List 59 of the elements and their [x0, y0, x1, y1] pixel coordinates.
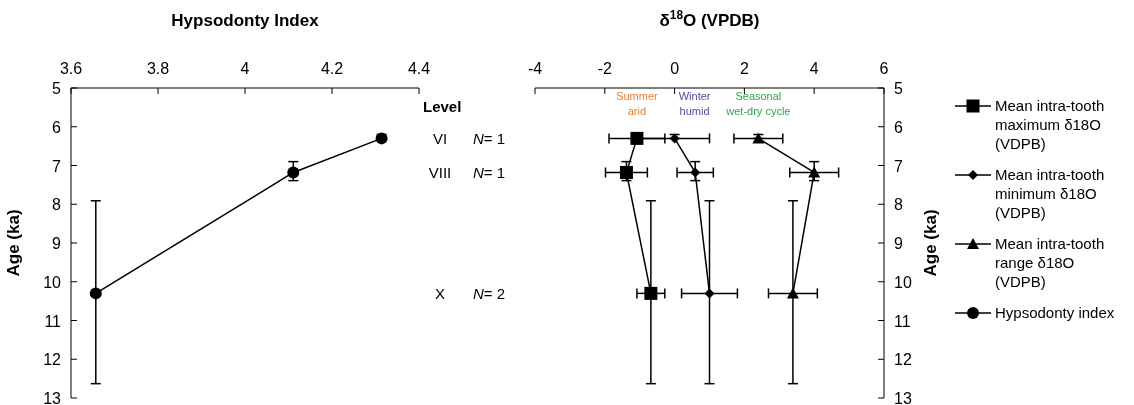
x-tick-label: 2 [739, 60, 749, 77]
point [704, 288, 715, 299]
y-tick-label: 7 [894, 157, 903, 175]
annotation: Winter humid [678, 90, 711, 118]
y-tick-label: 10 [894, 273, 912, 291]
text: X [434, 285, 446, 303]
y-tick-label: 13 [43, 390, 62, 405]
point [375, 132, 388, 145]
x-tick-label: 0 [670, 60, 680, 77]
y-tick-label: 6 [52, 118, 62, 136]
x-axis-title: Hypsodonty Index [171, 11, 320, 30]
x-tick-label: 3.8 [146, 60, 170, 77]
text: N= 1 [473, 130, 506, 148]
y-tick-label: 8 [894, 196, 903, 214]
x-tick-label: -2 [597, 60, 613, 77]
point [644, 286, 658, 300]
y-tick-label: 10 [43, 273, 62, 291]
text: VIII [428, 164, 452, 182]
annotation: Seasonal wet-dry cycle [725, 90, 791, 118]
y-tick-label: 9 [52, 235, 62, 252]
point [89, 287, 102, 300]
annotation: Summer arid [616, 90, 659, 118]
text: VI [432, 130, 448, 148]
y-axis-title: Age (ka) [921, 209, 940, 277]
x-tick-label: 6 [879, 60, 889, 77]
y-tick-label: 7 [52, 157, 62, 175]
x-tick-label: 4.2 [320, 60, 344, 77]
legend-label: Mean intra-tooth minimum δ18O (VDPB) [995, 166, 1105, 221]
point [752, 132, 765, 144]
text: N= 1 [473, 164, 506, 182]
y-tick-label: 12 [43, 351, 62, 369]
point [786, 287, 799, 299]
y-tick-label: 6 [894, 118, 903, 136]
point [619, 165, 633, 179]
y-tick-label: 5 [52, 80, 62, 97]
y-tick-label: 11 [894, 312, 911, 330]
y-axis-title: Age (ka) [4, 209, 23, 277]
text: Level [423, 98, 462, 115]
x-tick-label: 3.6 [59, 60, 83, 77]
y-tick-label: 5 [894, 80, 903, 97]
point [669, 133, 680, 144]
legend-label: Mean intra-tooth maximum δ18O (VDPB) [995, 97, 1105, 152]
x-axis-title: δ$^{18}$O (VPDB) [659, 8, 760, 30]
legend-label: Mean intra-tooth range δ18O (VDPB) [995, 235, 1105, 290]
x-tick-label: 4 [240, 60, 250, 77]
y-tick-label: 13 [894, 390, 912, 405]
x-tick-label: -4 [527, 60, 543, 77]
point [630, 131, 644, 145]
text: Hypsodonty index [995, 304, 1115, 321]
y-tick-label: 12 [894, 351, 912, 369]
y-tick-label: 9 [894, 235, 903, 252]
point [287, 166, 300, 179]
x-tick-label: 4 [809, 60, 819, 77]
text: N= 2 [473, 285, 506, 303]
y-tick-label: 11 [44, 312, 62, 330]
point [808, 166, 821, 178]
x-tick-label: 4.4 [407, 60, 431, 77]
y-tick-label: 8 [52, 196, 62, 214]
point [690, 167, 701, 178]
